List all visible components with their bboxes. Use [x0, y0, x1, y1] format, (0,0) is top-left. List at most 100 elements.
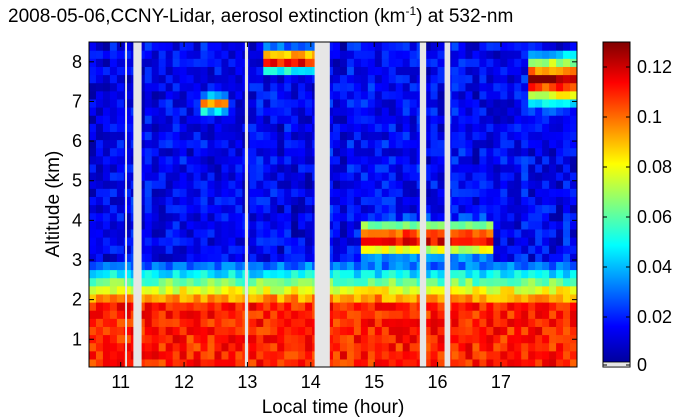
heatmap-cell — [109, 50, 118, 59]
heatmap-cell — [528, 172, 536, 181]
heatmap-cell — [430, 310, 439, 319]
heatmap-cell — [214, 188, 223, 197]
heatmap-cell — [207, 115, 216, 124]
heatmap-cell — [144, 310, 153, 319]
heatmap-cell — [521, 212, 529, 222]
heatmap-cell — [102, 212, 111, 222]
heatmap-cell — [270, 269, 278, 279]
heatmap-cell — [256, 220, 264, 230]
heatmap-cell — [102, 155, 111, 165]
heatmap-cell — [116, 147, 125, 157]
heatmap-cell — [256, 58, 264, 67]
heatmap-cell — [89, 50, 97, 59]
heatmap-cell — [542, 277, 550, 287]
heatmap-cell — [423, 139, 432, 149]
heatmap-cell — [472, 228, 480, 238]
heatmap-cell — [116, 212, 125, 222]
heatmap-cell — [570, 253, 577, 262]
heatmap-cell — [207, 123, 216, 132]
heatmap-cell — [493, 172, 501, 181]
heatmap-cell — [535, 131, 543, 141]
heatmap-cell — [367, 98, 376, 108]
heatmap-cell — [395, 163, 404, 173]
heatmap-cell — [346, 74, 355, 84]
heatmap-cell — [89, 42, 97, 51]
heatmap-cell — [144, 196, 153, 206]
heatmap-cell — [172, 228, 181, 238]
heatmap-cell — [395, 302, 404, 311]
heatmap-cell — [472, 42, 480, 51]
heatmap-cell — [409, 123, 418, 132]
heatmap-cell — [305, 163, 313, 173]
heatmap-cell — [493, 326, 501, 336]
heatmap-cell — [200, 261, 209, 271]
heatmap-cell — [409, 196, 418, 206]
x-tick-label: 16 — [428, 372, 448, 392]
heatmap-cell — [228, 318, 236, 327]
heatmap-cell — [360, 245, 369, 254]
heatmap-cell — [563, 204, 571, 214]
heatmap-cell — [109, 115, 118, 124]
heatmap-cell — [235, 358, 243, 367]
heatmap-cell — [430, 66, 439, 76]
heatmap-cell — [479, 285, 487, 295]
heatmap-cell — [277, 107, 285, 116]
heatmap-cell — [549, 334, 557, 344]
heatmap-cell — [249, 147, 257, 157]
heatmap-cell — [479, 50, 487, 59]
heatmap-cell — [109, 82, 118, 92]
heatmap-cell — [179, 131, 188, 141]
heatmap-cell — [291, 310, 299, 319]
heatmap-cell — [514, 172, 522, 181]
heatmap-cell — [102, 285, 111, 295]
heatmap-cell — [563, 66, 571, 76]
heatmap-cell — [102, 302, 111, 311]
heatmap-cell — [221, 163, 230, 173]
heatmap-cell — [409, 147, 418, 157]
heatmap-cell — [123, 326, 132, 336]
heatmap-cell — [207, 66, 216, 76]
heatmap-cell — [535, 269, 543, 279]
heatmap-cell — [367, 261, 376, 271]
heatmap-cell — [381, 245, 390, 254]
heatmap-cell — [214, 98, 223, 108]
heatmap-cell — [179, 204, 188, 214]
heatmap-cell — [116, 115, 125, 124]
heatmap-cell — [381, 180, 390, 189]
heatmap-cell — [409, 139, 418, 149]
heatmap-cell — [179, 342, 188, 352]
heatmap-cell — [193, 358, 202, 367]
heatmap-cell — [151, 350, 160, 360]
heatmap-cell — [214, 139, 223, 149]
heatmap-cell — [165, 237, 174, 246]
heatmap-cell — [423, 212, 432, 222]
heatmap-cell — [528, 342, 536, 352]
heatmap-cell — [235, 42, 243, 51]
heatmap-cell — [367, 334, 376, 344]
heatmap-cell — [430, 172, 439, 181]
heatmap-cell — [179, 139, 188, 149]
heatmap-cell — [172, 196, 181, 206]
heatmap-cell — [437, 253, 446, 262]
heatmap-cell — [193, 155, 202, 165]
heatmap-cell — [353, 293, 362, 303]
heatmap-cell — [535, 42, 543, 51]
heatmap-cell — [500, 204, 508, 214]
heatmap-cell — [437, 147, 446, 157]
heatmap-cell — [493, 358, 501, 367]
heatmap-cell — [479, 107, 487, 116]
heatmap-cell — [395, 285, 404, 295]
heatmap-cell — [333, 228, 341, 238]
heatmap-cell — [381, 107, 390, 116]
heatmap-cell — [95, 74, 104, 84]
heatmap-cell — [207, 204, 216, 214]
heatmap-cell — [179, 277, 188, 287]
heatmap-cell — [360, 50, 369, 59]
heatmap-cell — [507, 334, 515, 344]
heatmap-cell — [207, 334, 216, 344]
heatmap-cell — [563, 220, 571, 230]
heatmap-cell — [235, 228, 243, 238]
heatmap-cell — [102, 74, 111, 84]
heatmap-cell — [423, 245, 432, 254]
heatmap-cell — [333, 107, 341, 116]
